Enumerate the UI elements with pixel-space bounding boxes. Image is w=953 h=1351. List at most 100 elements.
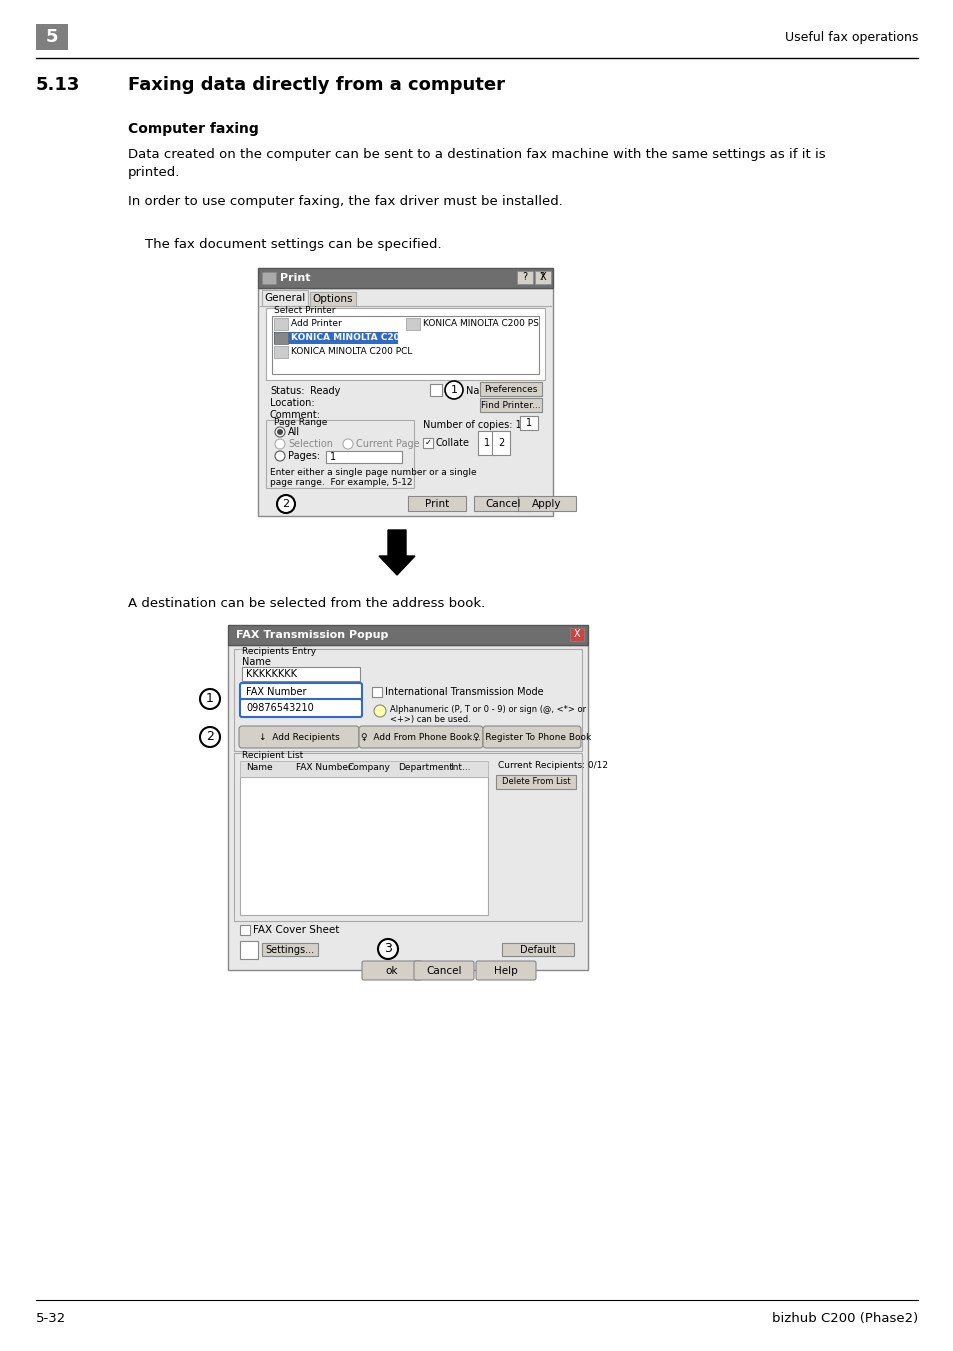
Text: Ready: Ready [310,386,340,396]
Bar [242,667,359,681]
Text: 2: 2 [206,731,213,743]
Text: Name: Name [246,763,273,773]
Text: Name: Name [465,386,495,396]
Bar [240,942,257,959]
Bar [266,420,414,488]
Text: printed.: printed. [128,166,180,178]
Text: 1: 1 [330,453,335,462]
FancyBboxPatch shape [358,725,482,748]
Text: FAX Transmission Popup: FAX Transmission Popup [235,630,388,640]
Text: Settings...: Settings... [265,944,314,955]
Text: KONICA MINOLTA C200 FAX: KONICA MINOLTA C200 FAX [291,334,428,343]
Bar [233,753,581,921]
Text: 1: 1 [525,417,532,428]
Circle shape [200,727,220,747]
Text: ↓  Add Recipients: ↓ Add Recipients [258,732,339,742]
FancyBboxPatch shape [482,725,580,748]
Text: Find Printer...: Find Printer... [480,400,540,409]
Bar [474,496,532,511]
Text: bizhub C200 (Phase2): bizhub C200 (Phase2) [771,1312,917,1325]
Bar [310,292,355,305]
Bar [326,451,401,463]
Bar [477,431,496,455]
Text: 1: 1 [450,385,457,394]
Text: Selection: Selection [288,439,333,449]
Text: Add Printer: Add Printer [291,319,341,328]
Bar [257,267,553,288]
FancyBboxPatch shape [476,961,536,979]
Text: X: X [573,630,579,639]
Text: Pages:: Pages: [288,451,320,461]
Text: Department: Department [397,763,453,773]
Text: KONICA MINOLTA C200 PS: KONICA MINOLTA C200 PS [422,319,538,328]
Bar [272,316,538,374]
Text: 09876543210: 09876543210 [246,703,314,713]
Circle shape [377,939,397,959]
Text: Cancel: Cancel [485,499,520,509]
Text: Delete From List: Delete From List [501,777,570,786]
Text: Number of copies: 1: Number of copies: 1 [422,420,521,430]
Text: 5.13: 5.13 [36,76,80,95]
Text: All: All [288,427,300,436]
Text: ♀  Add From Phone Book...: ♀ Add From Phone Book... [361,732,480,742]
Circle shape [200,689,220,709]
Text: Computer faxing: Computer faxing [128,122,258,136]
Circle shape [274,451,285,461]
Bar [517,496,576,511]
Bar [240,761,488,777]
Text: KKKKKKKK: KKKKKKKK [246,669,296,680]
Bar [228,644,587,970]
Bar [257,288,553,516]
Text: 3: 3 [384,943,392,955]
Text: Company: Company [348,763,391,773]
Bar [501,943,574,957]
Text: ?: ? [538,272,544,282]
Text: General: General [264,293,305,303]
Text: Current Recipients: 0/12: Current Recipients: 0/12 [497,761,607,770]
FancyBboxPatch shape [239,725,358,748]
Bar [535,272,548,284]
Text: Print: Print [280,273,310,282]
Text: <+>) can be used.: <+>) can be used. [390,715,470,724]
Bar [535,272,551,284]
Bar [496,775,576,789]
Bar [240,925,250,935]
Text: Cancel: Cancel [426,966,461,975]
Text: Status:: Status: [270,386,304,396]
Text: Alphanumeric (P, T or 0 - 9) or sign (@, <*> or: Alphanumeric (P, T or 0 - 9) or sign (@,… [390,705,585,713]
Text: 2: 2 [497,438,503,449]
Polygon shape [378,530,415,576]
Text: 5-32: 5-32 [36,1312,66,1325]
FancyBboxPatch shape [361,961,421,979]
Text: Preferences: Preferences [484,385,537,393]
Text: Collate: Collate [436,438,470,449]
Text: In order to use computer faxing, the fax driver must be installed.: In order to use computer faxing, the fax… [128,195,562,208]
Bar [492,431,510,455]
Circle shape [276,430,283,435]
Bar [228,626,587,644]
Bar [517,272,533,284]
Bar [479,399,541,412]
Text: FAX Number: FAX Number [246,688,306,697]
Circle shape [343,439,353,449]
Bar [569,628,583,640]
Text: Recipients Entry: Recipients Entry [242,647,315,657]
Text: 2: 2 [282,499,290,509]
Text: FAX Cover Sheet: FAX Cover Sheet [253,925,339,935]
Bar [535,272,548,284]
Bar [262,272,275,284]
Text: The fax document settings can be specified.: The fax document settings can be specifi… [145,238,441,251]
Circle shape [274,439,285,449]
Text: Data created on the computer can be sent to a destination fax machine with the s: Data created on the computer can be sent… [128,149,824,161]
Bar [262,290,308,305]
Bar [36,24,68,50]
Text: A destination can be selected from the address book.: A destination can be selected from the a… [128,597,485,611]
Circle shape [444,381,462,399]
Text: Int...: Int... [450,763,470,773]
Text: KONICA MINOLTA C200 PCL: KONICA MINOLTA C200 PCL [291,347,412,357]
Text: ♀  Register To Phone Book: ♀ Register To Phone Book [473,732,591,742]
Text: Location:: Location: [270,399,314,408]
Bar [274,317,288,330]
Bar [233,648,581,751]
Text: FAX Number: FAX Number [295,763,352,773]
